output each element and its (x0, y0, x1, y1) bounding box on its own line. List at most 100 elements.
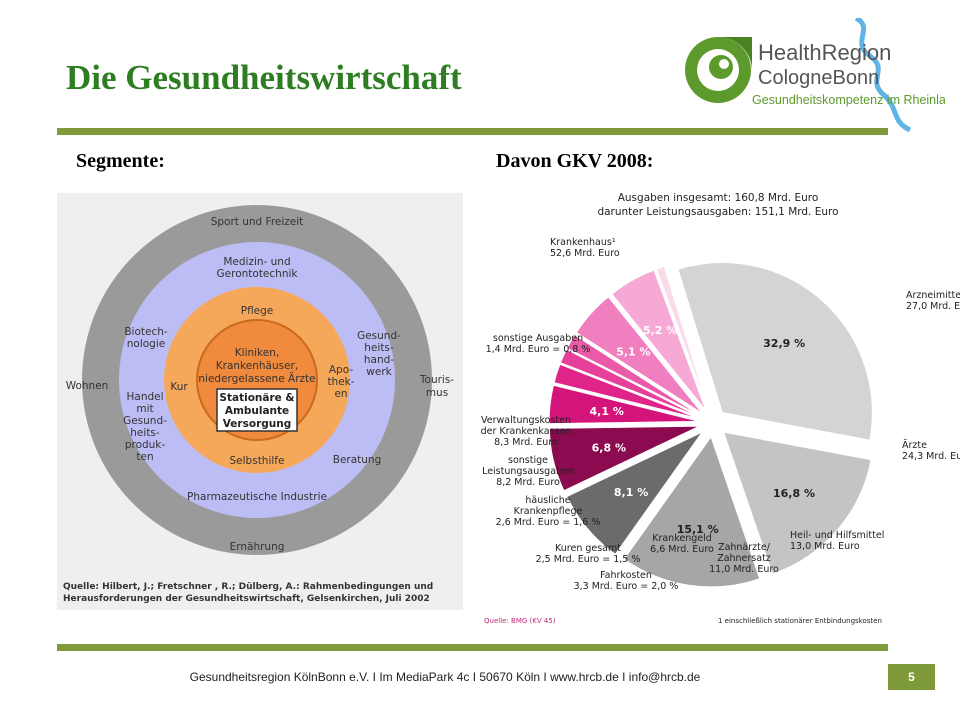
slide-title: Die Gesundheitswirtschaft (66, 58, 462, 97)
pie-pct-4: 6,8 % (592, 441, 626, 454)
label-handel-5: produk- (125, 439, 166, 451)
pie-percent-labels: 32,9 % 16,8 % 15,1 % 8,1 % 6,8 % 4,1 % 5,1 % 5,… (590, 324, 815, 536)
pie-pct-9: 5,1 % (616, 346, 650, 359)
label-beratung: Beratung (333, 454, 382, 466)
core-box (216, 388, 298, 432)
pie-label-5-0: Krankengeld (652, 533, 712, 544)
label-ernaehrung: Ernährung (230, 541, 285, 553)
label-handel-3: Gesund- (123, 415, 167, 427)
label-medizin-1: Medizin- und (223, 256, 290, 268)
pie-slice-6 (553, 363, 700, 420)
label-handwerk-2: heits- (364, 342, 394, 354)
core-box-line1: Stationäre & (219, 392, 294, 404)
pie-slice-0 (677, 262, 873, 441)
pie-label-0-0: Krankenhaus¹ (550, 237, 616, 248)
pie-label-2-1: 24,3 Mrd. Euro (902, 451, 960, 462)
label-handel-1: Handel (126, 391, 163, 403)
pie-label-7-0: Kuren gesamt (555, 543, 621, 554)
label-apotheken-1: Apo- (329, 364, 353, 376)
pie-label-11-1: 1,4 Mrd. Euro = 0,8 % (486, 344, 591, 355)
label-medizin-2: Gerontotechnik (217, 268, 299, 280)
top-divider (57, 128, 888, 135)
pie-label-4-0: Zahnärzte/ (718, 542, 771, 553)
pie-label-1-1: 27,0 Mrd. Euro (906, 301, 960, 312)
pie-label-3-1: 13,0 Mrd. Euro (790, 541, 860, 552)
pie-label-6-0: Fahrkosten (600, 570, 652, 581)
label-wohnen: Wohnen (66, 380, 109, 392)
pie-label-3-0: Heil- und Hilfsmittel (790, 530, 884, 541)
label-apotheken-3: en (334, 388, 347, 400)
label-core-3: niedergelassene Ärzte (198, 372, 315, 385)
pie-slices (548, 262, 873, 588)
pie-label-7-1: 2,5 Mrd. Euro = 1,5 % (536, 554, 641, 565)
label-kur: Kur (170, 381, 188, 393)
pie-label-10-0: Verwaltungskosten (481, 415, 571, 426)
label-sport: Sport und Freizeit (211, 216, 304, 228)
logo-line2: CologneBonn (758, 67, 879, 89)
pie-label-9-1: Leistungsausgaben (482, 466, 574, 477)
pie-pct-2: 15,1 % (677, 523, 719, 536)
segmente-heading: Segmente: (76, 150, 165, 172)
logo-line1: HealthRegion (758, 40, 891, 65)
bottom-divider (57, 644, 888, 651)
logo-line3: Gesundheitskompetenz im Rheinland (752, 93, 945, 107)
label-handel-2: mit (136, 403, 153, 415)
pie-label-0-1: 52,6 Mrd. Euro (550, 248, 620, 259)
pie-label-10-1: der Krankenkassen (481, 426, 572, 437)
pie-slice-5 (548, 384, 700, 425)
segments-ring-diagram: Sport und Freizeit Wohnen Touris- mus Er… (57, 193, 463, 610)
pie-label-4-2: 11,0 Mrd. Euro (709, 564, 779, 575)
footer-text: Gesundheitsregion KölnBonn e.V. I Im Med… (189, 670, 701, 684)
label-pharma: Pharmazeutische Industrie (187, 491, 327, 503)
pie-slice-1 (722, 431, 872, 575)
pie-label-9-2: 8,2 Mrd. Euro (496, 477, 560, 488)
label-handel-6: ten (136, 451, 153, 463)
label-handwerk-1: Gesund- (357, 330, 401, 342)
label-biotech-2: nologie (127, 338, 165, 350)
pie-slice-10 (611, 269, 707, 412)
pie-label-5-1: 6,6 Mrd. Euro (650, 544, 714, 555)
pie-label-1-0: Arzneimittel (906, 290, 960, 301)
gkv-heading: Davon GKV 2008: (496, 150, 654, 172)
pie-label-2-0: Ärzte (902, 440, 927, 451)
label-handwerk-3: hand- (364, 354, 394, 366)
healthregion-logo: HealthRegion CologneBonn Gesundheitskomp… (685, 18, 945, 133)
core-box-line2: Ambulante (225, 405, 289, 417)
pie-slice-7 (559, 348, 701, 418)
logo-leaf-icon (685, 37, 752, 103)
pie-label-4-1: Zahnersatz (717, 553, 771, 564)
label-core-2: Krankenhäuser, (216, 360, 298, 372)
label-tourismus-2: mus (426, 387, 448, 399)
pie-slice-11 (655, 265, 709, 410)
label-apotheken-2: thek- (327, 376, 354, 388)
label-core-1: Kliniken, (235, 347, 279, 359)
core-box-line3: Versorgung (223, 418, 291, 430)
gkv-pie-chart: Ausgaben insgesamt: 160,8 Mrd. Euro daru… (481, 192, 960, 625)
pie-pct-5: 4,1 % (590, 405, 624, 418)
pie-pct-3: 8,1 % (614, 486, 648, 499)
rhine-river-graphic (854, 18, 912, 133)
pie-label-8-0: häusliche (525, 495, 570, 506)
page-number: 5 (888, 664, 935, 690)
label-pflege: Pflege (241, 305, 274, 317)
pie-label-9-0: sonstige (508, 455, 548, 466)
pie-slice-8 (566, 334, 702, 417)
pie-pct-1: 16,8 % (773, 487, 815, 500)
label-handwerk-4: werk (366, 366, 392, 378)
source-line1: Quelle: Hilbert, J.; Fretschner , R.; Dü… (63, 582, 433, 592)
chart-footnote: 1 einschließlich stationärer Entbindungs… (718, 617, 882, 625)
pie-label-10-2: 8,3 Mrd. Euro (494, 437, 558, 448)
pie-label-8-1: Krankenpflege (514, 506, 583, 517)
label-selbsthilfe: Selbsthilfe (230, 455, 285, 467)
pie-slice-4 (548, 425, 700, 492)
pie-label-6-1: 3,3 Mrd. Euro = 2,0 % (574, 581, 679, 592)
pie-slice-2 (623, 435, 761, 588)
pie-slice-3 (566, 430, 704, 555)
label-handel-4: heits- (130, 427, 160, 439)
pie-slice-9 (575, 296, 703, 415)
pie-pct-10: 5,2 % (643, 324, 677, 337)
label-tourismus-1: Touris- (419, 374, 454, 386)
chart-source: Quelle: BMG (KV 45) (484, 617, 556, 625)
pie-pct-0: 32,9 % (763, 337, 805, 350)
